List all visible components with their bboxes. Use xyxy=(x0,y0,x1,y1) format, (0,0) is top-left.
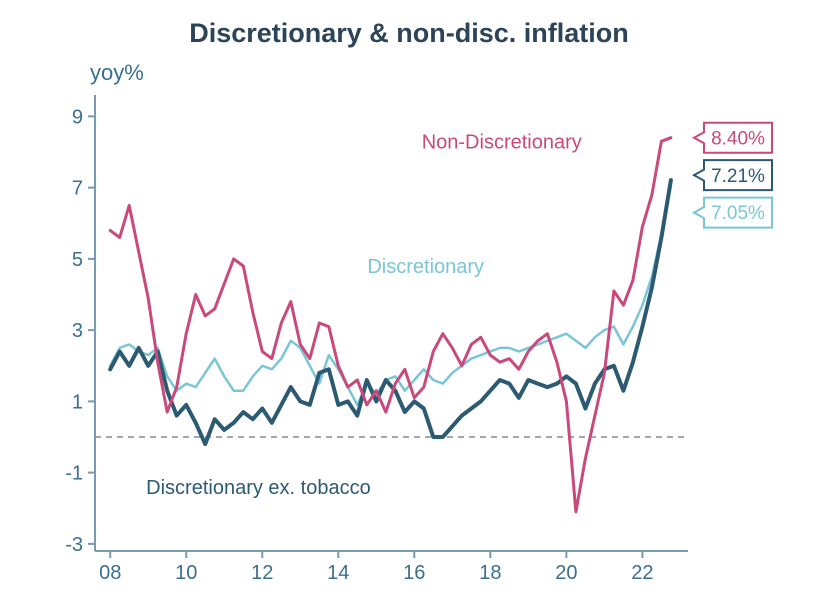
chart-title: Discretionary & non-disc. inflation xyxy=(0,18,818,49)
chart-svg: -3 -1 1 3 5 7 9 08 10 12 14 16 18 20 22 Non-Discretiona… xyxy=(0,0,818,606)
y-tick-label: 1 xyxy=(72,391,83,413)
x-tick-label: 16 xyxy=(403,562,425,584)
x-tick-label: 22 xyxy=(631,562,653,584)
x-tick-label: 08 xyxy=(99,562,121,584)
y-tick-label: 5 xyxy=(72,249,83,271)
y-tick-label: 7 xyxy=(72,178,83,200)
y-tick-label: -3 xyxy=(65,534,83,556)
x-tick-label: 12 xyxy=(251,562,273,584)
inline-label-non_disc: Non-Discretionary xyxy=(422,131,582,153)
series-disc_ex_tob xyxy=(110,180,671,444)
x-tick-label: 14 xyxy=(327,562,349,584)
callout-text-non_disc: 8.40% xyxy=(711,128,765,149)
chart-container: Discretionary & non-disc. inflation yoy%… xyxy=(0,0,818,606)
y-axis-label: yoy% xyxy=(90,60,144,86)
inline-label-disc: Discretionary xyxy=(367,256,484,278)
callout-text-disc_ex_tob: 7.21% xyxy=(711,166,765,187)
callout-text-disc: 7.05% xyxy=(711,203,765,224)
series-non_disc xyxy=(110,138,671,512)
x-tick-label: 18 xyxy=(479,562,501,584)
inline-label-disc_ex_tob: Discretionary ex. tobacco xyxy=(146,477,371,499)
y-tick-label: -1 xyxy=(65,463,83,485)
y-tick-label: 3 xyxy=(72,320,83,342)
x-tick-label: 10 xyxy=(175,562,197,584)
x-tick-label: 20 xyxy=(555,562,577,584)
y-tick-label: 9 xyxy=(72,106,83,128)
